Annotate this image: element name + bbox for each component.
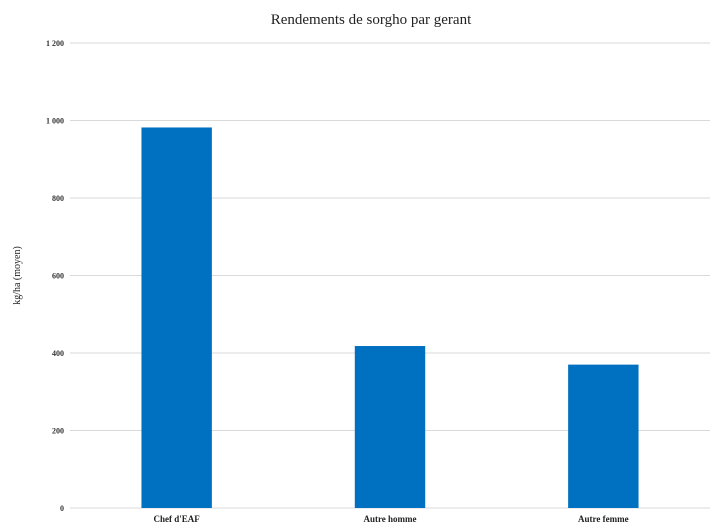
y-tick-label: 200 — [52, 427, 64, 436]
bar — [568, 364, 639, 508]
y-tick-label: 400 — [52, 349, 64, 358]
y-tick-label: 800 — [52, 194, 64, 203]
x-axis-labels: Chef d'EAF Autre homme Autre femme — [154, 514, 629, 524]
y-axis-ticks: 0 200 400 600 800 1 000 1 200 — [46, 39, 64, 513]
y-tick-label: 1 200 — [46, 39, 64, 48]
y-tick-label: 600 — [52, 272, 64, 281]
y-tick-label: 1 000 — [46, 117, 64, 126]
y-tick-label: 0 — [60, 504, 64, 513]
y-axis-title: kg/ha (moyen) — [12, 246, 23, 305]
bar — [141, 127, 212, 508]
bars — [141, 127, 639, 508]
x-category-label: Chef d'EAF — [154, 514, 201, 524]
chart-title: Rendements de sorgho par gerant — [271, 12, 472, 28]
x-category-label: Autre homme — [363, 514, 416, 524]
x-category-label: Autre femme — [578, 514, 629, 524]
bar — [354, 346, 426, 508]
